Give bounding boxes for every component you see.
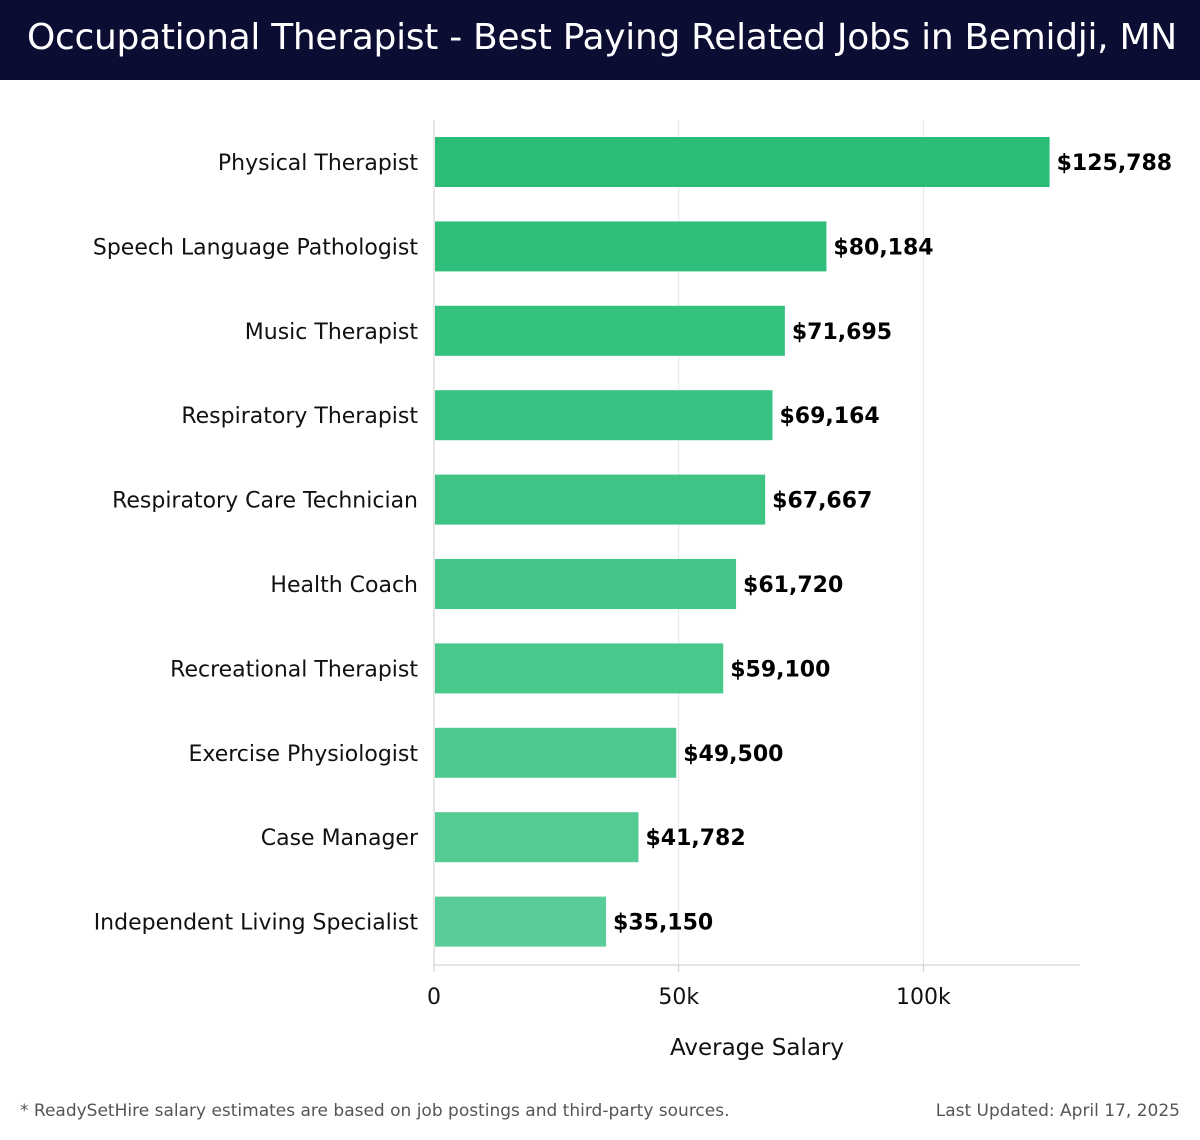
category-label: Independent Living Specialist: [94, 911, 419, 936]
bar: [435, 896, 607, 947]
bar: [435, 812, 639, 863]
bar: [435, 221, 827, 272]
x-tick-label: 50k: [658, 985, 699, 1010]
value-labels: $125,788 $80,184 $71,695 $69,164 $67,667 $61,…: [613, 151, 1172, 936]
category-label: Physical Therapist: [218, 151, 418, 176]
data-label: $61,720: [743, 573, 843, 598]
data-label: $71,695: [792, 320, 892, 345]
category-label: Case Manager: [261, 826, 419, 851]
x-axis-title: Average Salary: [670, 1035, 844, 1061]
bars: [435, 137, 1050, 947]
category-label: Respiratory Therapist: [181, 404, 418, 429]
data-label: $125,788: [1057, 151, 1173, 176]
x-axis: 0 50k 100k: [427, 120, 1080, 1010]
category-label: Recreational Therapist: [170, 657, 418, 682]
bar: [435, 474, 766, 525]
chart-title: Occupational Therapist - Best Paying Rel…: [27, 17, 1177, 58]
data-label: $67,667: [772, 489, 872, 514]
category-label: Speech Language Pathologist: [93, 235, 418, 260]
category-label: Respiratory Care Technician: [112, 489, 418, 514]
data-label: $41,782: [645, 826, 745, 851]
category-label: Exercise Physiologist: [188, 742, 418, 767]
x-tick-label: 100k: [896, 985, 951, 1010]
data-label: $80,184: [833, 235, 933, 260]
data-label: $49,500: [683, 742, 783, 767]
bar: [435, 643, 724, 694]
bar: [435, 559, 737, 609]
category-label: Music Therapist: [245, 320, 419, 345]
bar: [435, 727, 677, 778]
data-label: $69,164: [779, 404, 879, 429]
bar: [435, 305, 785, 356]
bar: [435, 390, 773, 441]
data-label: $35,150: [613, 911, 713, 936]
bar-chart: Physical Therapist Speech Language Pathol…: [93, 120, 1172, 1061]
last-updated: Last Updated: April 17, 2025: [935, 1101, 1180, 1121]
chart-header: Occupational Therapist - Best Paying Rel…: [0, 0, 1200, 80]
category-label: Health Coach: [270, 573, 418, 598]
x-tick-label: 0: [427, 985, 441, 1010]
bar: [435, 137, 1050, 187]
category-labels: Physical Therapist Speech Language Pathol…: [93, 151, 419, 936]
data-label: $59,100: [730, 657, 830, 682]
footnote: * ReadySetHire salary estimates are base…: [20, 1101, 730, 1121]
